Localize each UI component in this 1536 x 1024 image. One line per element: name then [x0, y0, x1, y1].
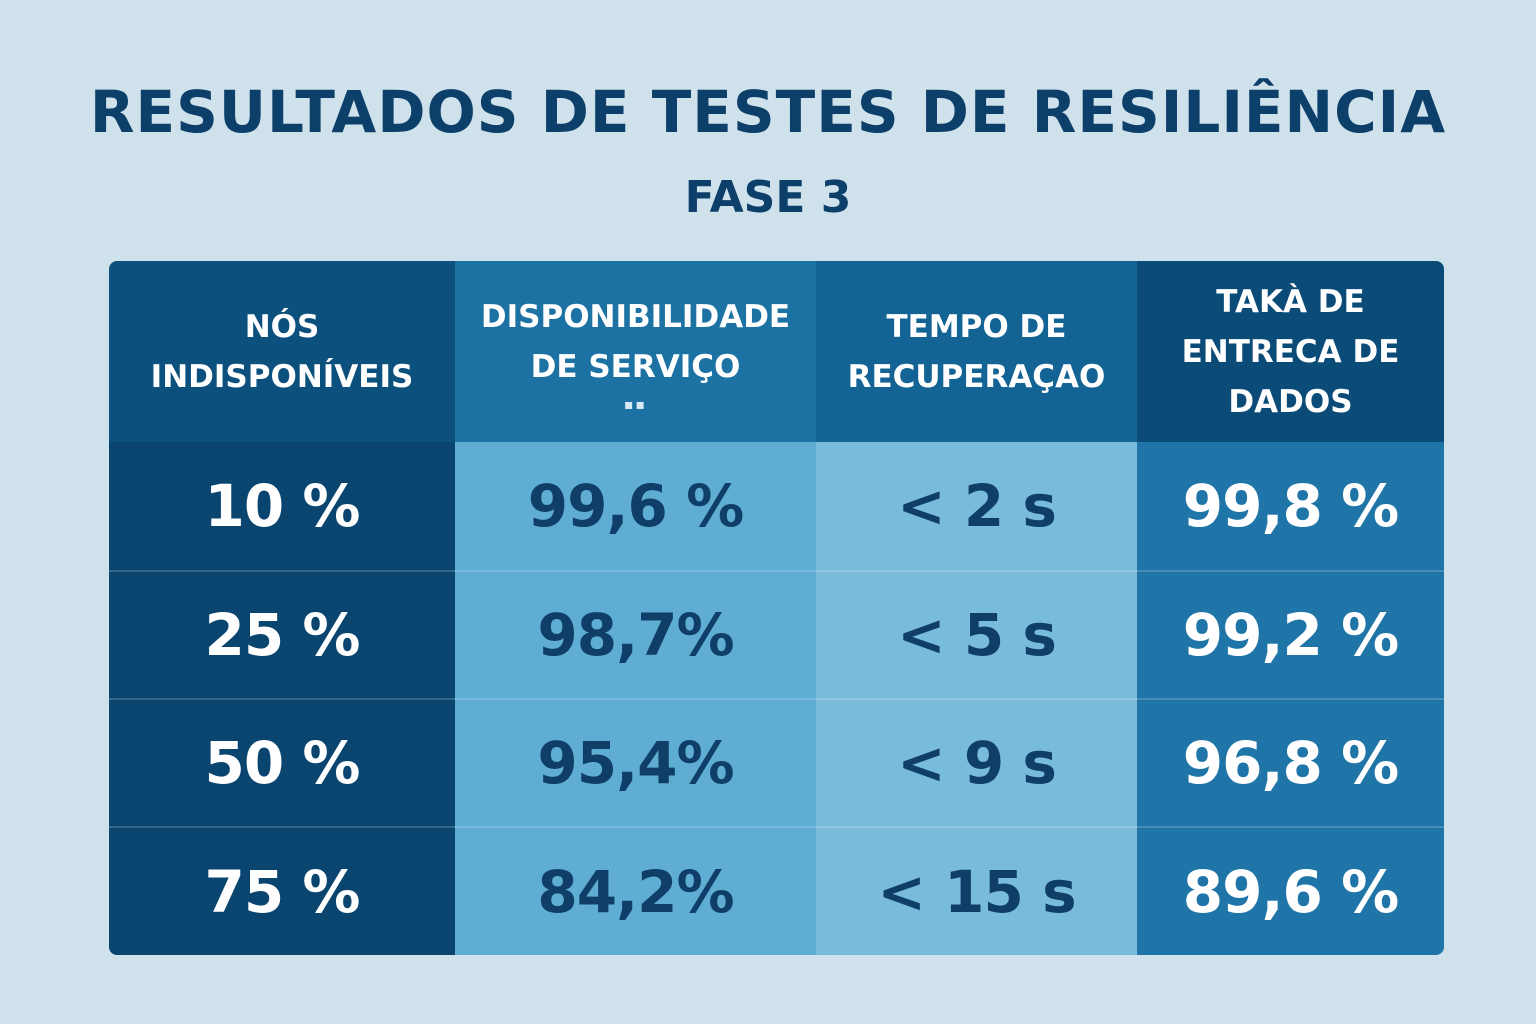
- header-note: ▪▪: [624, 396, 647, 413]
- table-cell: 95,4%: [455, 698, 816, 826]
- table-cell: 99,2 %: [1137, 570, 1444, 698]
- header-label: TEMPO DE RECUPERAÇAO: [847, 308, 1106, 395]
- page-title: RESULTADOS DE TESTES DE RESILIÊNCIA: [89, 78, 1447, 146]
- page-subtitle: FASE 3: [684, 172, 852, 223]
- header-disponibilidade: DISPONIBILIDADE DE SERVIÇO ▪▪: [455, 261, 816, 442]
- table-cell: 50 %: [109, 698, 455, 826]
- results-table: NÓS INDISPONÍVEIS DISPONIBILIDADE DE SER…: [109, 261, 1444, 955]
- table-cell: 99,6 %: [455, 442, 816, 570]
- table-cell: 96,8 %: [1137, 698, 1444, 826]
- header-label: NÓS INDISPONÍVEIS: [150, 308, 414, 395]
- table-cell: 98,7%: [455, 570, 816, 698]
- table-cell: < 5 s: [816, 570, 1137, 698]
- table-cell: 25 %: [109, 570, 455, 698]
- table-cell: < 2 s: [816, 442, 1137, 570]
- table-cell: 75 %: [109, 826, 455, 955]
- table-cell: 84,2%: [455, 826, 816, 955]
- table-cell: < 15 s: [816, 826, 1137, 955]
- table-cell: 99,8 %: [1137, 442, 1444, 570]
- header-nos-indisponiveis: NÓS INDISPONÍVEIS: [109, 261, 455, 442]
- header-tempo-recuperacao: TEMPO DE RECUPERAÇAO: [816, 261, 1137, 442]
- table-cell: 89,6 %: [1137, 826, 1444, 955]
- table-cell: < 9 s: [816, 698, 1137, 826]
- header-taxa-entrega: TAKÀ DE ENTRECA DE DADOS: [1137, 261, 1444, 442]
- table-cell: 10 %: [109, 442, 455, 570]
- header-label: TAKÀ DE ENTRECA DE DADOS: [1181, 283, 1400, 420]
- header-label: DISPONIBILIDADE DE SERVIÇO: [480, 298, 791, 385]
